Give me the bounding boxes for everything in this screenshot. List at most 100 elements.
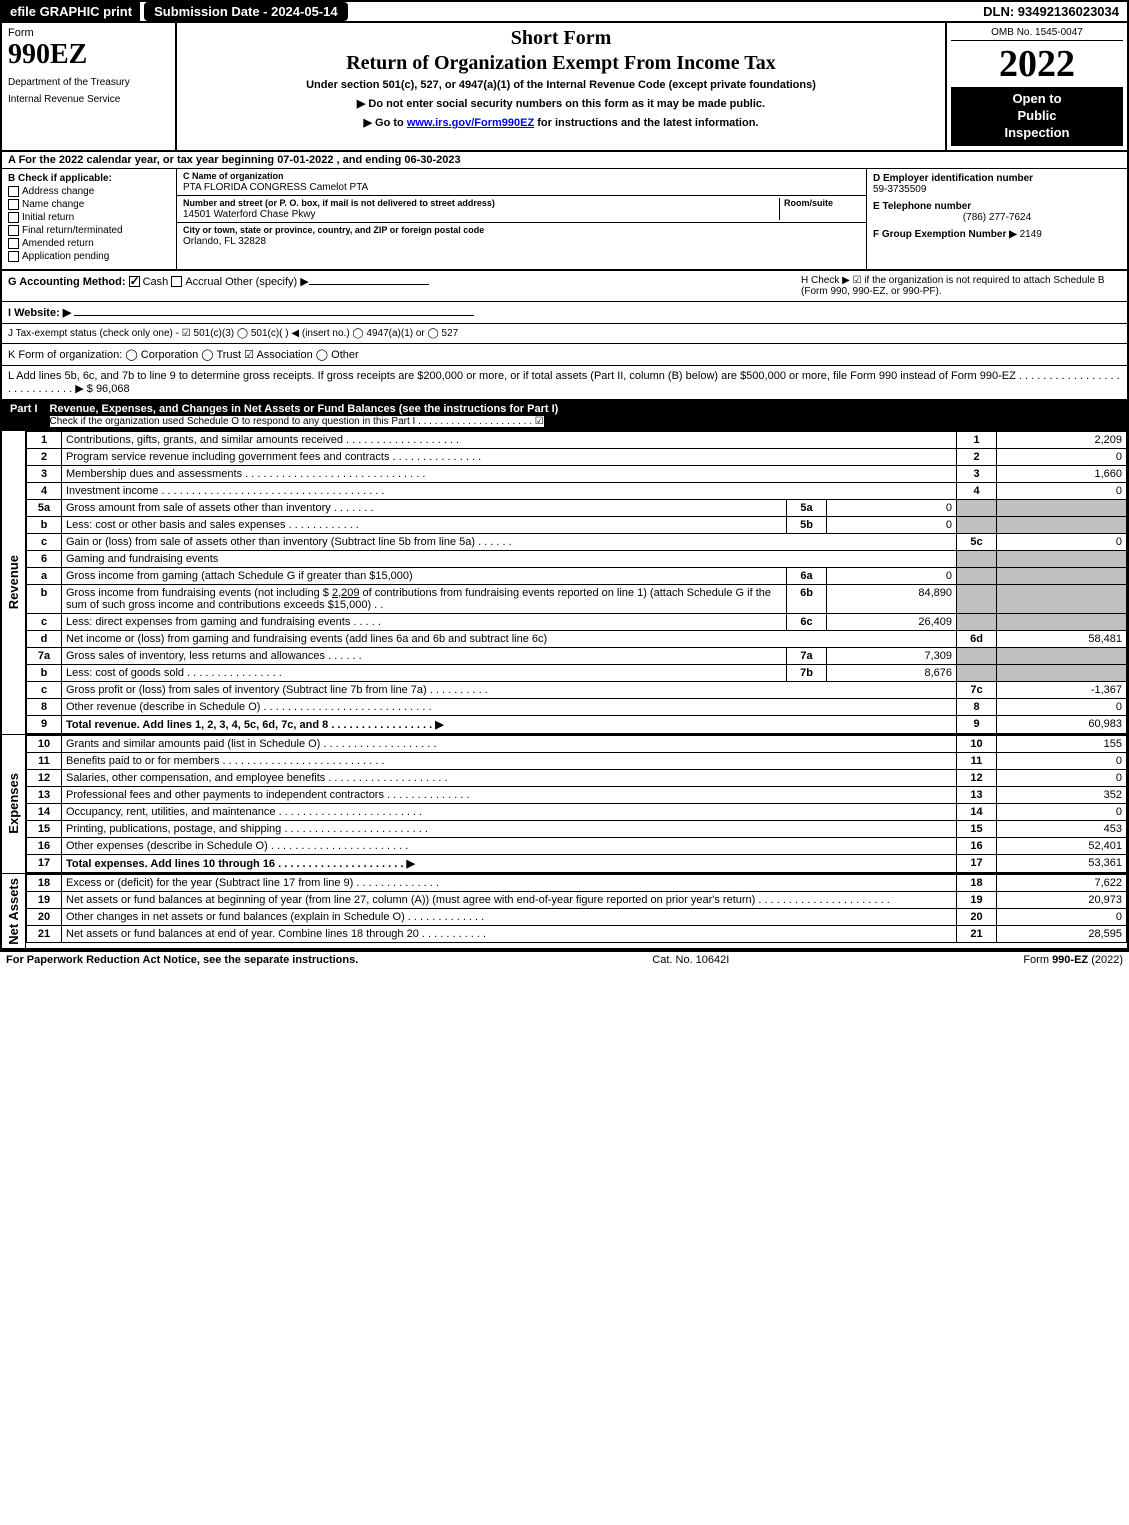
line-11: 11Benefits paid to or for members . . . …	[27, 752, 1127, 769]
row-g: G Accounting Method: Cash Accrual Other …	[8, 275, 801, 297]
row-a-tax-year: A For the 2022 calendar year, or tax yea…	[2, 152, 1127, 169]
chk-address-change[interactable]: Address change	[8, 186, 170, 197]
cell-city: City or town, state or province, country…	[177, 223, 866, 249]
header-center: Short Form Return of Organization Exempt…	[177, 23, 947, 150]
expenses-vlabel: Expenses	[2, 735, 26, 873]
form-container: efile GRAPHIC print Submission Date - 20…	[0, 0, 1129, 950]
title-short-form: Short Form	[185, 27, 937, 50]
line-6c: cLess: direct expenses from gaming and f…	[27, 613, 1127, 630]
cell-org-name: C Name of organization PTA FLORIDA CONGR…	[177, 169, 866, 196]
chk-final-return[interactable]: Final return/terminated	[8, 225, 170, 236]
line-16: 16Other expenses (describe in Schedule O…	[27, 837, 1127, 854]
header-right: OMB No. 1545-0047 2022 Open to Public In…	[947, 23, 1127, 150]
inspect-line2: Public	[957, 108, 1117, 125]
line-9: 9Total revenue. Add lines 1, 2, 3, 4, 5c…	[27, 715, 1127, 733]
row-h: H Check ▶ ☑ if the organization is not r…	[801, 275, 1121, 297]
row-i-website: I Website: ▶	[2, 302, 1127, 324]
revenue-vlabel: Revenue	[2, 431, 26, 734]
dept-irs: Internal Revenue Service	[8, 94, 169, 105]
line-15: 15Printing, publications, postage, and s…	[27, 820, 1127, 837]
chk-initial-return[interactable]: Initial return	[8, 212, 170, 223]
net-assets-section: Net Assets 18Excess or (deficit) for the…	[2, 873, 1127, 949]
chk-application-pending[interactable]: Application pending	[8, 251, 170, 262]
open-to-public: Open to Public Inspection	[951, 87, 1123, 146]
line-7b: bLess: cost of goods sold . . . . . . . …	[27, 664, 1127, 681]
col-c-org-info: C Name of organization PTA FLORIDA CONGR…	[177, 169, 867, 269]
line-12: 12Salaries, other compensation, and empl…	[27, 769, 1127, 786]
dln-number: DLN: 93492136023034	[975, 2, 1127, 21]
line-8: 8Other revenue (describe in Schedule O) …	[27, 698, 1127, 715]
line-19: 19Net assets or fund balances at beginni…	[27, 891, 1127, 908]
ein-label: D Employer identification number	[873, 173, 1033, 184]
subtitle: Under section 501(c), 527, or 4947(a)(1)…	[185, 79, 937, 91]
line-21: 21Net assets or fund balances at end of …	[27, 925, 1127, 942]
footer-formno: Form 990-EZ (2022)	[1023, 954, 1123, 966]
tax-year: 2022	[951, 45, 1123, 83]
row-l-gross-receipts: L Add lines 5b, 6c, and 7b to line 9 to …	[2, 366, 1127, 400]
row-j-tax-status: J Tax-exempt status (check only one) - ☑…	[2, 324, 1127, 344]
line-20: 20Other changes in net assets or fund ba…	[27, 908, 1127, 925]
page-footer: For Paperwork Reduction Act Notice, see …	[0, 950, 1129, 968]
line-5c: cGain or (loss) from sale of assets othe…	[27, 533, 1127, 550]
line-5b: bLess: cost or other basis and sales exp…	[27, 516, 1127, 533]
grp-value: 2149	[1020, 229, 1042, 240]
col-d-ids: D Employer identification number 59-3735…	[867, 169, 1127, 269]
footer-paperwork: For Paperwork Reduction Act Notice, see …	[6, 954, 358, 966]
part-i-header: Part I Revenue, Expenses, and Changes in…	[2, 400, 1127, 430]
line-1: 1Contributions, gifts, grants, and simil…	[27, 431, 1127, 448]
line-7a: 7aGross sales of inventory, less returns…	[27, 647, 1127, 664]
form-number: 990EZ	[8, 39, 169, 71]
tel-label: E Telephone number	[873, 201, 971, 212]
tel-value: (786) 277-7624	[873, 212, 1121, 223]
line-4: 4Investment income . . . . . . . . . . .…	[27, 482, 1127, 499]
chk-name-change[interactable]: Name change	[8, 199, 170, 210]
gross-receipts-amount: 96,068	[96, 383, 130, 395]
part-i-title: Revenue, Expenses, and Changes in Net As…	[50, 403, 559, 415]
line-10: 10Grants and similar amounts paid (list …	[27, 735, 1127, 752]
part-i-sub: Check if the organization used Schedule …	[50, 416, 544, 427]
footer-catno: Cat. No. 10642I	[652, 954, 729, 966]
net-assets-vlabel: Net Assets	[2, 874, 26, 949]
chk-amended-return[interactable]: Amended return	[8, 238, 170, 249]
line-17: 17Total expenses. Add lines 10 through 1…	[27, 854, 1127, 872]
efile-label: efile GRAPHIC print	[2, 2, 140, 21]
line-5a: 5aGross amount from sale of assets other…	[27, 499, 1127, 516]
net-assets-table: 18Excess or (deficit) for the year (Subt…	[26, 874, 1127, 943]
form-header: Form 990EZ Department of the Treasury In…	[2, 23, 1127, 152]
col-b-checkboxes: B Check if applicable: Address change Na…	[2, 169, 177, 269]
line-13: 13Professional fees and other payments t…	[27, 786, 1127, 803]
line-6a: aGross income from gaming (attach Schedu…	[27, 567, 1127, 584]
form-label: Form	[8, 27, 169, 39]
chk-cash[interactable]	[129, 276, 140, 287]
irs-link[interactable]: www.irs.gov/Form990EZ	[407, 117, 534, 129]
org-city: Orlando, FL 32828	[183, 236, 266, 247]
info-grid: B Check if applicable: Address change Na…	[2, 169, 1127, 271]
expenses-section: Expenses 10Grants and similar amounts pa…	[2, 734, 1127, 873]
line-6b: bGross income from fundraising events (n…	[27, 584, 1127, 613]
row-g-h: G Accounting Method: Cash Accrual Other …	[2, 271, 1127, 302]
instr-ssn: ▶ Do not enter social security numbers o…	[185, 97, 937, 110]
row-k-org-form: K Form of organization: ◯ Corporation ◯ …	[2, 344, 1127, 366]
line-6d: dNet income or (loss) from gaming and fu…	[27, 630, 1127, 647]
cell-address: Number and street (or P. O. box, if mail…	[177, 196, 866, 223]
line-14: 14Occupancy, rent, utilities, and mainte…	[27, 803, 1127, 820]
line-18: 18Excess or (deficit) for the year (Subt…	[27, 874, 1127, 891]
line-6: 6Gaming and fundraising events	[27, 550, 1127, 567]
col-b-label: B Check if applicable:	[8, 173, 112, 184]
expenses-table: 10Grants and similar amounts paid (list …	[26, 735, 1127, 873]
top-bar: efile GRAPHIC print Submission Date - 20…	[2, 2, 1127, 23]
org-address: 14501 Waterford Chase Pkwy	[183, 209, 315, 220]
instr-goto-post: for instructions and the latest informat…	[534, 117, 758, 129]
dept-treasury: Department of the Treasury	[8, 77, 169, 88]
inspect-line3: Inspection	[957, 125, 1117, 142]
grp-label: F Group Exemption Number ▶	[873, 229, 1017, 240]
line-7c: cGross profit or (loss) from sales of in…	[27, 681, 1127, 698]
revenue-table: 1Contributions, gifts, grants, and simil…	[26, 431, 1127, 734]
revenue-section: Revenue 1Contributions, gifts, grants, a…	[2, 430, 1127, 734]
header-left: Form 990EZ Department of the Treasury In…	[2, 23, 177, 150]
chk-accrual[interactable]	[171, 276, 182, 287]
instr-goto: ▶ Go to www.irs.gov/Form990EZ for instru…	[185, 116, 937, 129]
inspect-line1: Open to	[957, 91, 1117, 108]
omb-number: OMB No. 1545-0047	[951, 27, 1123, 41]
submission-date: Submission Date - 2024-05-14	[144, 2, 348, 21]
